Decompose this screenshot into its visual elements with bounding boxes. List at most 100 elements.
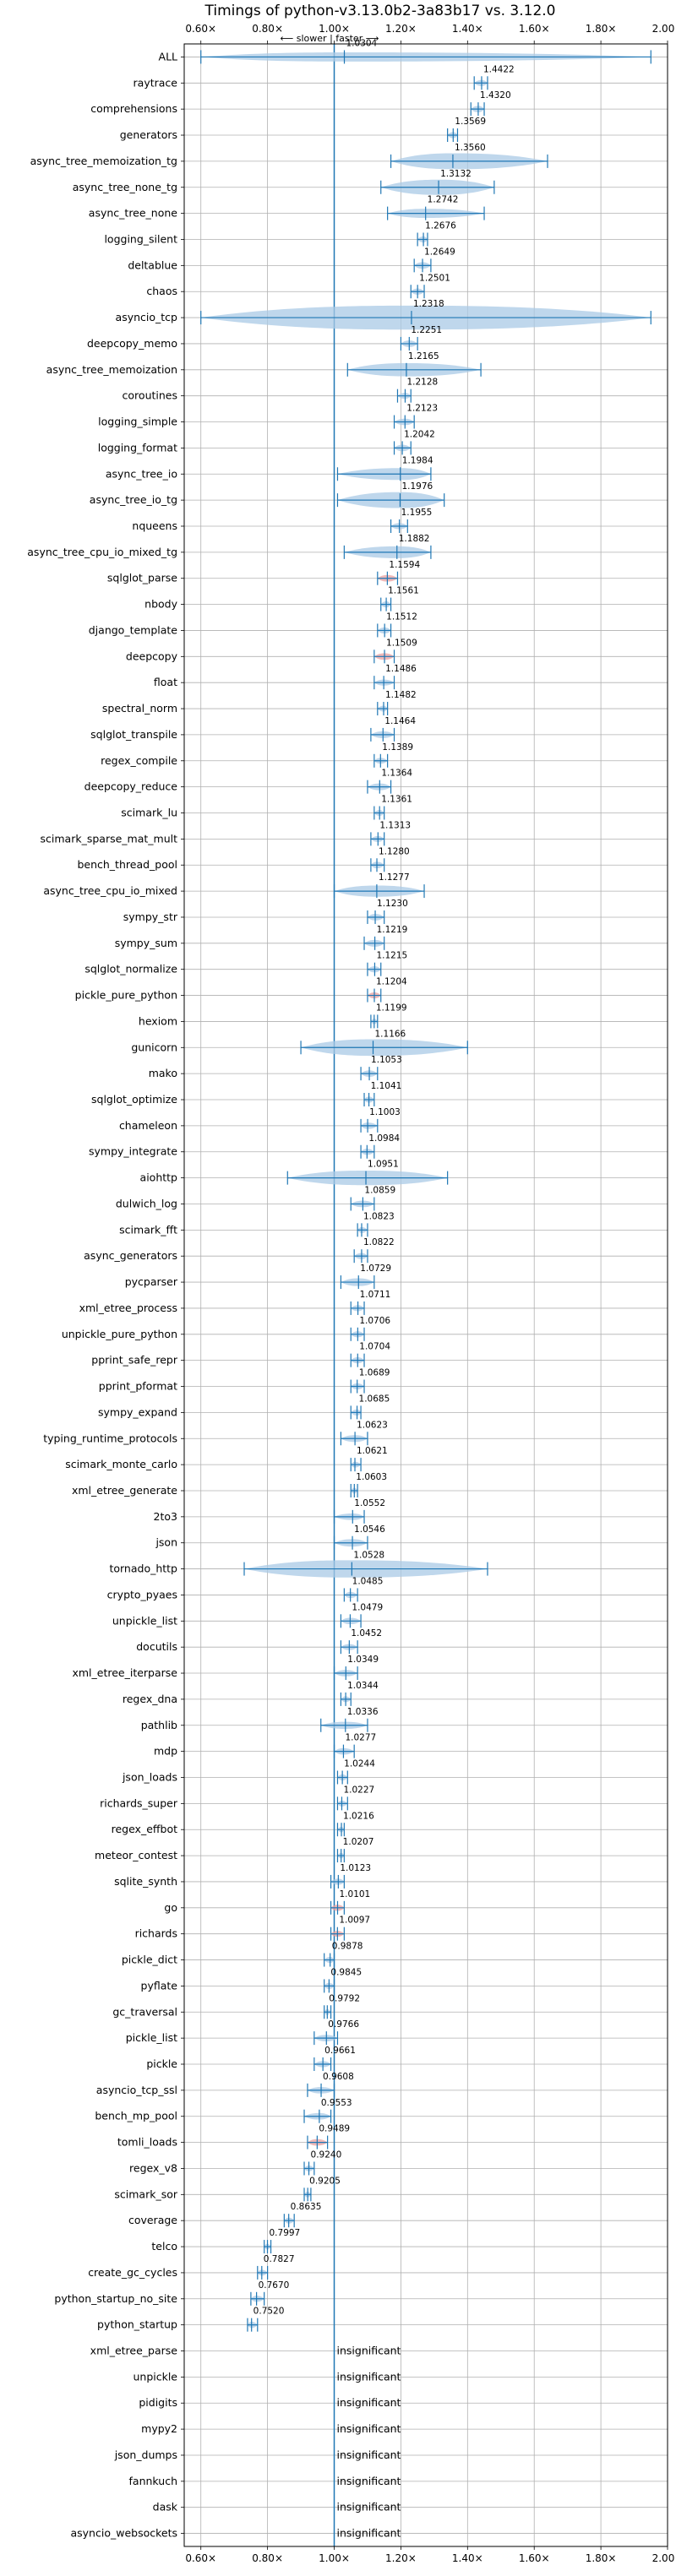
value-label: 1.0546 [354, 1524, 385, 1535]
insignificant-label: insignificant [337, 2501, 401, 2514]
benchmark-label: logging_simple [98, 416, 177, 428]
x-tick-label-bottom: 0.60× [185, 2552, 216, 2564]
value-label: 1.3569 [455, 117, 486, 127]
benchmark-label: chaos [146, 285, 177, 297]
value-label: 0.9608 [323, 2072, 354, 2082]
benchmark-label: logging_silent [104, 232, 177, 245]
benchmark-label: asyncio_tcp [116, 311, 178, 323]
x-tick-label-top: 1.40× [452, 23, 483, 35]
benchmark-label: json_loads [122, 1770, 177, 1783]
value-label: 1.1984 [402, 455, 433, 465]
value-label: 1.1053 [371, 1055, 402, 1065]
benchmark-label: unpickle_list [112, 1614, 177, 1627]
benchmark-label: asyncio_websockets [70, 2527, 177, 2540]
benchmark-label: gc_traversal [112, 2005, 177, 2018]
benchmark-label: async_tree_memoization_tg [30, 155, 177, 167]
benchmark-label: go [164, 1901, 177, 1914]
benchmark-label: sqlglot_transpile [90, 728, 177, 741]
value-label: 1.0704 [359, 1342, 390, 1352]
benchmark-label: 2to3 [154, 1510, 177, 1523]
chart-title: Timings of python-v3.13.0b2-3a83b17 vs. … [204, 3, 556, 19]
value-label: 1.1955 [401, 508, 433, 518]
benchmark-label: pickle_dict [122, 1954, 177, 1966]
benchmark-label: sympy_integrate [89, 1145, 177, 1158]
value-label: 1.4422 [483, 64, 515, 74]
value-label: 1.3132 [440, 169, 472, 179]
x-tick-label-bottom: 0.80× [252, 2552, 283, 2564]
benchmark-label: async_tree_cpu_io_mixed [43, 884, 177, 897]
benchmark-label: mako [149, 1067, 177, 1079]
benchmark-label: scimark_lu [121, 807, 177, 819]
benchmark-label: pprint_safe_repr [91, 1354, 178, 1367]
value-label: 1.0528 [353, 1551, 384, 1561]
benchmark-label: typing_runtime_protocols [43, 1432, 177, 1444]
value-label: 1.1594 [389, 560, 420, 570]
benchmark-label: gunicorn [131, 1041, 177, 1053]
x-tick-label-bottom: 1.80× [586, 2552, 617, 2564]
value-label: 1.0101 [340, 1889, 371, 1899]
labels-layer: 0.60× 0.60× 0.80× 0.80× 1.00× 1.00× 1.20× 1.20×… [27, 23, 676, 2564]
value-label: 1.1976 [401, 481, 433, 492]
marks-layer [200, 44, 651, 2546]
value-label: 1.0685 [359, 1394, 390, 1404]
benchmark-label: sqlglot_normalize [84, 963, 177, 976]
value-label: 1.1512 [386, 611, 417, 622]
x-tick-label-top: 2.00× [652, 23, 676, 35]
value-label: 0.7827 [264, 2254, 295, 2264]
benchmark-label: docutils [136, 1640, 177, 1653]
benchmark-label: tornado_http [109, 1562, 177, 1575]
benchmark-label: nbody [144, 598, 177, 611]
benchmark-label: logging_format [98, 441, 177, 454]
value-label: 0.9240 [311, 2150, 342, 2160]
benchmark-label: async_tree_io [106, 467, 177, 480]
benchmark-label: coverage [128, 2214, 177, 2226]
value-label: 1.0216 [343, 1811, 374, 1821]
value-label: 1.0349 [347, 1655, 379, 1665]
insignificant-label: insignificant [337, 2527, 401, 2540]
value-label: 1.2251 [411, 325, 442, 335]
value-label: 1.2042 [404, 429, 435, 439]
value-label: 0.9205 [309, 2176, 341, 2186]
x-tick-label-top: 0.60× [185, 23, 216, 35]
benchmark-label: spectral_norm [102, 702, 177, 715]
value-label: 1.0689 [359, 1368, 390, 1378]
value-label: 0.9661 [324, 2046, 356, 2056]
benchmark-label: dulwich_log [116, 1197, 177, 1209]
x-tick-label-top: 1.80× [586, 23, 617, 35]
value-label: 1.1486 [385, 664, 417, 674]
value-label: 1.0479 [352, 1602, 383, 1612]
value-label: 1.1003 [369, 1107, 401, 1117]
benchmark-label: tomli_loads [117, 2136, 177, 2149]
benchmark-label: pickle [146, 2057, 177, 2070]
benchmark-label: mdp [154, 1745, 177, 1758]
value-label: 1.0706 [359, 1316, 390, 1326]
benchmark-label: python_startup_no_site [54, 2292, 177, 2305]
value-label: 1.1277 [379, 872, 410, 883]
benchmark-label: hexiom [139, 1014, 177, 1027]
benchmark-label: coroutines [123, 389, 177, 402]
insignificant-label: insignificant [337, 2370, 401, 2383]
benchmark-label: pyflate [141, 1979, 178, 1992]
benchmark-label: regex_compile [101, 754, 177, 767]
value-label: 1.1361 [381, 795, 412, 805]
benchmark-label: xml_etree_generate [72, 1484, 177, 1497]
grid-layer [181, 41, 668, 2550]
benchmark-label: richards_super [100, 1796, 178, 1809]
value-label: 0.7670 [259, 2280, 290, 2291]
benchmark-label: mypy2 [141, 2422, 177, 2435]
value-label: 1.0344 [347, 1681, 379, 1691]
benchmark-label: django_template [89, 623, 178, 636]
value-label: 0.7520 [254, 2307, 285, 2317]
value-label: 1.2165 [408, 351, 439, 361]
benchmark-label: bench_mp_pool [95, 2110, 177, 2122]
insignificant-label: insignificant [337, 2345, 401, 2357]
benchmark-label: async_generators [84, 1249, 177, 1262]
value-label: 1.0621 [357, 1446, 388, 1456]
benchmark-label: scimark_sor [114, 2187, 177, 2200]
x-tick-label-bottom: 2.00× [652, 2552, 676, 2564]
benchmark-label: regex_dna [123, 1693, 177, 1705]
benchmark-label: async_tree_none_tg [73, 181, 177, 193]
benchmark-label: sympy_sum [115, 937, 177, 949]
benchmark-label: async_tree_none [89, 207, 178, 220]
